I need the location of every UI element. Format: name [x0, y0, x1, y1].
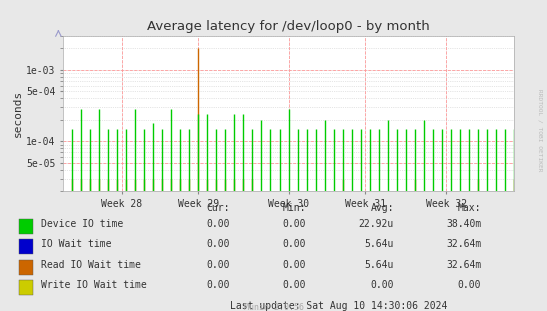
Text: Min:: Min: [283, 203, 306, 213]
Text: 32.64m: 32.64m [446, 260, 481, 270]
Text: Write IO Wait time: Write IO Wait time [41, 280, 147, 290]
Text: Max:: Max: [458, 203, 481, 213]
Text: 0.00: 0.00 [206, 280, 230, 290]
Y-axis label: seconds: seconds [13, 90, 23, 137]
Bar [19, 260, 33, 275]
Text: 5.64u: 5.64u [364, 239, 394, 249]
Title: Average latency for /dev/loop0 - by month: Average latency for /dev/loop0 - by mont… [147, 20, 430, 33]
Text: 0.00: 0.00 [283, 239, 306, 249]
Text: 0.00: 0.00 [283, 260, 306, 270]
Text: IO Wait time: IO Wait time [41, 239, 112, 249]
Text: 5.64u: 5.64u [364, 260, 394, 270]
Text: Device IO time: Device IO time [41, 219, 123, 229]
Text: 0.00: 0.00 [283, 280, 306, 290]
Text: 0.00: 0.00 [206, 260, 230, 270]
Text: 32.64m: 32.64m [446, 239, 481, 249]
Text: 0.00: 0.00 [283, 219, 306, 229]
Text: 0.00: 0.00 [206, 239, 230, 249]
Text: 22.92u: 22.92u [359, 219, 394, 229]
Text: 0.00: 0.00 [458, 280, 481, 290]
Text: Last update: Sat Aug 10 14:30:06 2024: Last update: Sat Aug 10 14:30:06 2024 [230, 301, 448, 311]
Bar [19, 280, 33, 295]
Bar [19, 239, 33, 254]
Text: 0.00: 0.00 [206, 219, 230, 229]
Text: RRDTOOL / TOBI OETIKER: RRDTOOL / TOBI OETIKER [538, 89, 543, 172]
Text: 0.00: 0.00 [370, 280, 394, 290]
Bar [19, 219, 33, 234]
Text: Read IO Wait time: Read IO Wait time [41, 260, 141, 270]
Text: Cur:: Cur: [206, 203, 230, 213]
Text: 38.40m: 38.40m [446, 219, 481, 229]
Text: Avg:: Avg: [370, 203, 394, 213]
Text: Munin 2.0.56: Munin 2.0.56 [243, 303, 304, 311]
